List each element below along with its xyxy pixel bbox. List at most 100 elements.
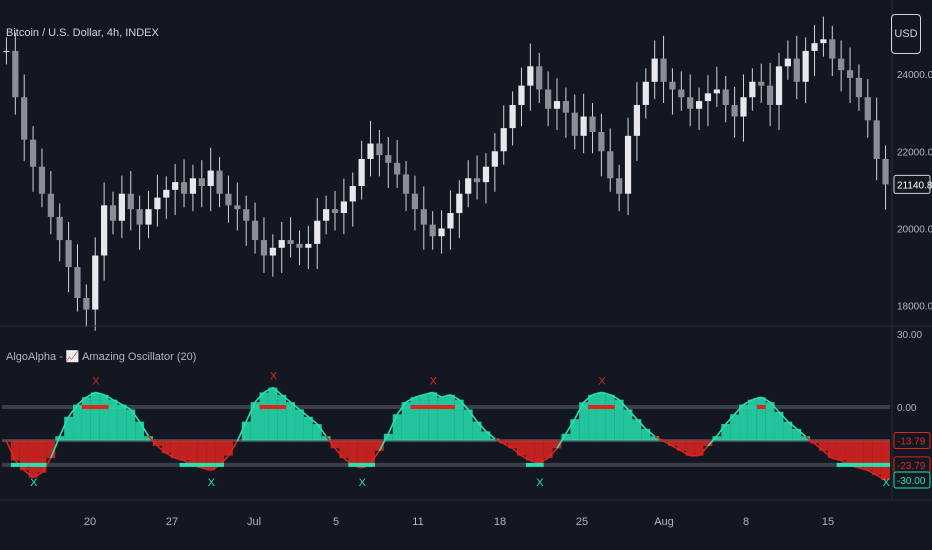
oscillator-bar [543, 440, 553, 459]
candle-body [793, 58, 800, 82]
oscillator-bar [508, 440, 518, 449]
oscillator-line [369, 450, 381, 464]
oscillator-line [467, 408, 478, 423]
oscillator-bar [712, 436, 722, 441]
oscillator-bar [303, 416, 313, 441]
oscillator-line [867, 469, 878, 476]
candle-body [571, 112, 578, 136]
candle-body [846, 70, 854, 78]
candle-body [642, 81, 649, 105]
oscillator-bar [863, 440, 873, 471]
overbought-mark [410, 405, 420, 409]
candle-body [92, 255, 99, 310]
oversold-mark [854, 462, 864, 467]
time-tick-label: 20 [84, 516, 96, 528]
oversold-mark [357, 462, 367, 467]
candle-body [411, 193, 419, 210]
oversold-mark [366, 462, 375, 467]
oversold-mark [845, 462, 855, 467]
candle-body [349, 186, 356, 202]
oscillator-bar [428, 392, 438, 441]
oversold-mark [179, 462, 189, 467]
oscillator-title: AlgoAlpha - 📈 Amazing Oscillator (20) [6, 351, 197, 363]
candle-body [873, 120, 880, 159]
candle-body [260, 240, 268, 256]
oversold-mark [197, 462, 207, 467]
oscillator-bar [747, 399, 757, 441]
candle-body [456, 193, 463, 214]
oscillator-bar [596, 392, 606, 441]
oscillator-line [316, 423, 327, 437]
oscillator-line [272, 386, 283, 396]
osc-axis-label: -23.79 [897, 461, 926, 472]
oscillator-line [32, 471, 43, 479]
oscillator-bar [268, 387, 278, 441]
price-pane [3, 16, 889, 331]
time-tick-label: 25 [576, 516, 588, 528]
oscillator-line [494, 437, 505, 445]
oscillator-bar [224, 440, 233, 456]
oscillator-bar [10, 440, 20, 461]
candle-body [38, 166, 46, 194]
oscillator-line [476, 421, 487, 432]
candle-body [669, 81, 676, 90]
oscillator-bar [392, 414, 402, 441]
oscillator-bar [446, 394, 455, 441]
candle-body [429, 224, 436, 237]
candle-body [740, 97, 747, 117]
osc-level-badge [893, 432, 931, 450]
overbought-mark [90, 405, 100, 409]
candle-body [695, 101, 703, 109]
oscillator-bar [170, 440, 180, 459]
oscillator-bar [108, 399, 118, 441]
oscillator-bar [454, 399, 464, 441]
current-price-label: 21140.87 [897, 180, 932, 191]
oscillator-bar [534, 440, 544, 463]
oscillator-bar [188, 440, 198, 466]
level-band-low [2, 462, 890, 467]
oscillator-line [645, 428, 656, 437]
oscillator-line [876, 474, 886, 481]
oversold-mark [872, 462, 882, 467]
oscillator-bar [525, 440, 535, 461]
bullish-signal: X [30, 477, 38, 489]
oversold-mark [28, 462, 38, 467]
osc-axis-label: 30.00 [897, 330, 922, 341]
oscillator-line [138, 421, 150, 437]
oscillator-bar [312, 424, 322, 441]
oscillator-line [95, 391, 105, 396]
currency-button[interactable]: USD [891, 14, 921, 54]
price-tick-label: 18000.00 [897, 302, 932, 313]
oscillator-line [778, 411, 789, 423]
overbought-mark [99, 405, 109, 409]
oversold-mark [525, 462, 535, 467]
oscillator-bar [419, 394, 429, 441]
oscillator-line [627, 408, 638, 420]
candle-body [189, 178, 197, 194]
oversold-mark [881, 462, 890, 467]
oscillator-bar [579, 402, 589, 441]
candle-body [749, 81, 756, 98]
candle-body [545, 89, 552, 109]
oscillator-bar [472, 421, 482, 441]
candle-body [402, 174, 410, 194]
overbought-mark [588, 405, 597, 409]
price-tick-label: 22000.00 [897, 147, 932, 158]
candle-body [118, 193, 125, 221]
bullish-signal: X [208, 477, 216, 489]
candle-body [767, 85, 774, 105]
oscillator-line [290, 401, 300, 411]
candle-body [243, 209, 250, 221]
oscillator-line [734, 404, 745, 415]
candle-body [234, 205, 241, 210]
oscillator-bar [614, 399, 624, 441]
overbought-mark [419, 405, 429, 409]
oscillator-bar [179, 440, 189, 461]
oscillator-bar [881, 440, 890, 480]
oscillator-bar [126, 409, 136, 441]
oscillator-bar [676, 440, 686, 451]
oscillator-line [618, 399, 629, 410]
oscillator-bar [135, 421, 145, 441]
symbol-title: Bitcoin / U.S. Dollar, 4h, INDEX [6, 27, 159, 39]
